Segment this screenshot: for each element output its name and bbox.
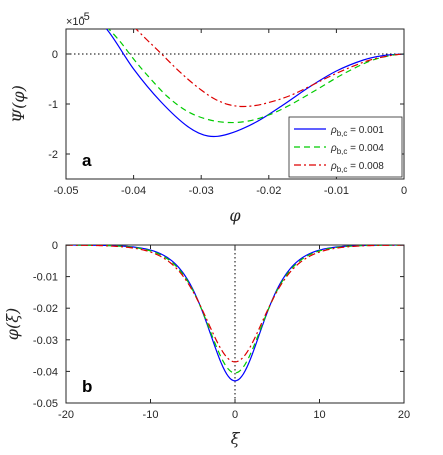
panel-b-ytick-label: -0.04 bbox=[33, 366, 58, 378]
panel-a-xlabel: φ bbox=[229, 206, 241, 225]
panel-b-ytick-label: -0.03 bbox=[33, 335, 58, 347]
legend-label-1: ρb,c = 0.001 bbox=[330, 125, 384, 138]
panel-a-ytick-label: 0 bbox=[52, 49, 58, 61]
panel-b-series-group bbox=[66, 245, 404, 403]
panel-b-ytick-label: -0.05 bbox=[33, 398, 58, 410]
panel-b-series-3-line bbox=[66, 245, 404, 363]
panel-a-xtick-label: -0.02 bbox=[256, 185, 281, 197]
panel-b-xtick-label: 10 bbox=[313, 409, 325, 421]
panel-a-ytick-label: -2 bbox=[48, 149, 58, 161]
legend: ρb,c = 0.001 ρb,c = 0.004 ρb,c = 0.008 bbox=[288, 116, 403, 178]
panel-a: -0.05 -0.04 -0.03 -0.02 -0.01 0 -2 -1 0 ×10 -5 φ… bbox=[9, 11, 407, 225]
panel-a-xtick-label: 0 bbox=[401, 185, 407, 197]
panel-b-xtick-label: -20 bbox=[58, 409, 74, 421]
panel-b-ytick-label: -0.01 bbox=[33, 272, 58, 284]
panel-b-label: b bbox=[82, 377, 92, 396]
panel-b-plot-area bbox=[65, 244, 405, 404]
panel-a-label: a bbox=[82, 151, 92, 170]
panel-a-series-3-line bbox=[135, 29, 404, 108]
panel-a-series-1-line bbox=[105, 29, 404, 138]
panel-a-exponent-base: ×10 bbox=[66, 16, 85, 28]
panel-b-xtick-label: 0 bbox=[232, 409, 238, 421]
panel-b-ytick-label: -0.02 bbox=[33, 303, 58, 315]
panel-a-series-2-line bbox=[108, 29, 404, 124]
panel-a-ylabel: Ψ(φ) bbox=[9, 85, 28, 123]
panel-b-ylabel: φ(ξ) bbox=[3, 308, 22, 341]
panel-a-xtick-label: -0.04 bbox=[121, 185, 146, 197]
panel-a-series-group bbox=[66, 29, 404, 138]
panel-b-xlabel: ξ bbox=[231, 429, 241, 448]
panel-b-ticks: -20 -10 0 10 20 -0.05 -0.04 -0.03 -0.02 -0.01 0 bbox=[33, 240, 410, 421]
panel-b: -20 -10 0 10 20-0.05-0.04-0.03-0.02-0.010 ξ … bbox=[3, 240, 410, 448]
legend-label-3: ρb,c = 0.008 bbox=[330, 161, 384, 174]
panel-a-xtick-label: -0.03 bbox=[189, 185, 214, 197]
panel-a-ytick-label: -1 bbox=[48, 99, 58, 111]
panel-a-xtick-label: -0.05 bbox=[53, 185, 78, 197]
panel-b-ytick-label: 0 bbox=[52, 240, 58, 252]
legend-label-2: ρb,c = 0.004 bbox=[330, 143, 384, 156]
panel-a-exponent-power: -5 bbox=[80, 11, 90, 23]
panel-b-xtick-label: -10 bbox=[143, 409, 159, 421]
panel-a-xtick-label: -0.01 bbox=[324, 185, 349, 197]
panel-b-xtick-label: 20 bbox=[398, 409, 410, 421]
